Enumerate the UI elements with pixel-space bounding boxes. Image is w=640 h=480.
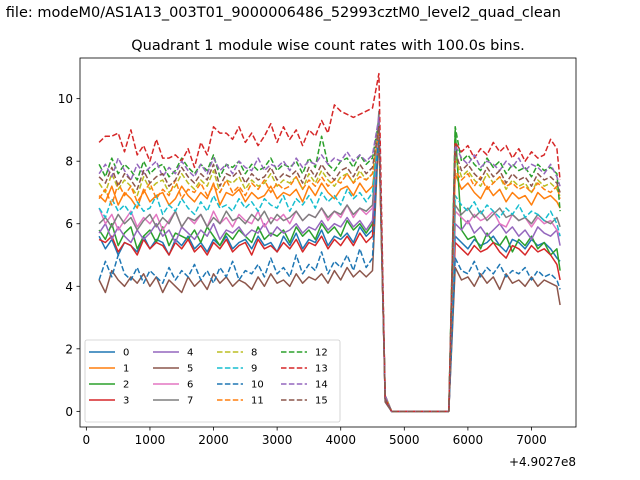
y-tick-label: 4 bbox=[65, 280, 73, 294]
series-line-3 bbox=[98, 129, 561, 413]
y-tick-label: 8 bbox=[65, 155, 73, 169]
legend-label-3: 3 bbox=[123, 396, 129, 407]
legend-label-14: 14 bbox=[315, 380, 328, 391]
x-tick-label: 3000 bbox=[262, 433, 293, 447]
series-line-15 bbox=[98, 126, 561, 413]
legend-label-5: 5 bbox=[187, 364, 193, 375]
x-tick-label: 4000 bbox=[325, 433, 356, 447]
series-line-4 bbox=[98, 119, 561, 413]
series-line-9 bbox=[98, 126, 561, 413]
chart-title: Quadrant 1 module wise count rates with … bbox=[131, 38, 525, 54]
x-tick-label: 1000 bbox=[135, 433, 166, 447]
legend-label-10: 10 bbox=[251, 380, 264, 391]
legend-label-7: 7 bbox=[187, 396, 193, 407]
legend-label-8: 8 bbox=[251, 348, 257, 359]
y-tick-label: 2 bbox=[65, 342, 73, 356]
series-line-10 bbox=[98, 122, 561, 413]
legend-label-6: 6 bbox=[187, 380, 193, 391]
series-layer bbox=[98, 72, 561, 413]
series-line-12 bbox=[98, 119, 561, 413]
x-tick-label: 0 bbox=[83, 433, 91, 447]
legend-label-4: 4 bbox=[187, 348, 193, 359]
series-line-14 bbox=[98, 116, 561, 413]
legend-label-2: 2 bbox=[123, 380, 129, 391]
x-tick-label: 6000 bbox=[453, 433, 484, 447]
y-tick-label: 10 bbox=[58, 92, 73, 106]
y-tick-label: 0 bbox=[65, 405, 73, 419]
legend-frame bbox=[84, 339, 341, 423]
x-tick-label: 2000 bbox=[198, 433, 229, 447]
legend-label-1: 1 bbox=[123, 364, 129, 375]
series-line-13 bbox=[98, 72, 561, 413]
series-line-7 bbox=[98, 110, 561, 413]
x-offset-label: +4.9027e8 bbox=[509, 455, 576, 469]
series-line-11 bbox=[98, 129, 561, 413]
series-line-5 bbox=[98, 129, 561, 413]
legend-label-0: 0 bbox=[123, 348, 129, 359]
legend-label-15: 15 bbox=[315, 396, 328, 407]
plot-frame bbox=[79, 57, 577, 428]
x-tick-label: 7000 bbox=[516, 433, 547, 447]
legend-label-11: 11 bbox=[251, 396, 264, 407]
legend-label-13: 13 bbox=[315, 364, 328, 375]
x-tick-label: 5000 bbox=[389, 433, 420, 447]
figure-suptitle: n file: modeM0/AS1A13_003T01_9000006486_… bbox=[0, 5, 561, 21]
legend-label-9: 9 bbox=[251, 364, 257, 375]
legend-label-12: 12 bbox=[315, 348, 328, 359]
y-tick-label: 6 bbox=[65, 217, 73, 231]
